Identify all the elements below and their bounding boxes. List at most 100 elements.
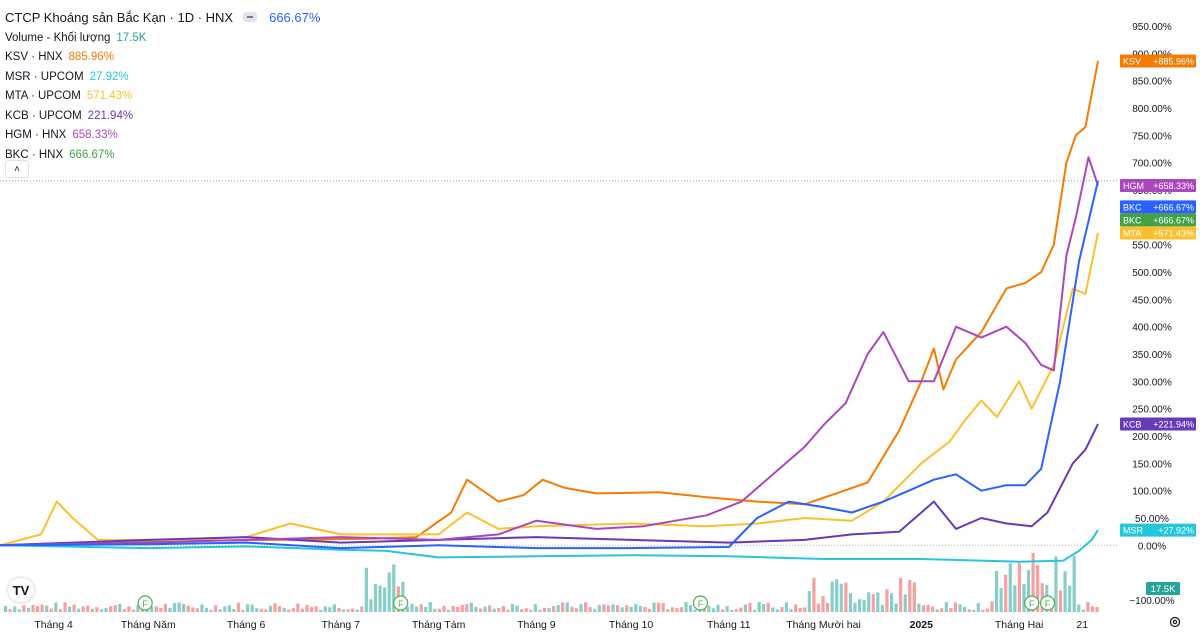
volume-bar xyxy=(63,602,67,612)
legend-symbol: MSR · UPCOM xyxy=(5,70,84,83)
volume-bar xyxy=(77,608,81,612)
gear-icon[interactable] xyxy=(1168,615,1182,629)
volume-bar xyxy=(17,609,21,612)
volume-bar xyxy=(95,607,99,612)
price-label-symbol: MSR xyxy=(1123,526,1144,536)
volume-bar xyxy=(90,608,94,612)
volume-bar xyxy=(159,607,163,612)
volume-bar xyxy=(255,608,259,612)
x-tick-label: Tháng Hai xyxy=(995,619,1043,631)
x-tick-label: Tháng Mười hai xyxy=(786,619,861,631)
volume-bar xyxy=(524,608,528,612)
volume-bar xyxy=(652,602,656,612)
volume-bar xyxy=(739,607,743,612)
legend-row-1[interactable]: MSR · UPCOM 27.92% xyxy=(5,67,320,87)
volume-bar xyxy=(762,603,766,612)
x-tick-label: 2025 xyxy=(910,619,934,631)
volume-label: Volume - Khối lượng xyxy=(5,31,111,44)
volume-bar xyxy=(49,608,53,612)
volume-bar xyxy=(1017,563,1021,612)
legend-row-4[interactable]: HGM · HNX 658.33% xyxy=(5,126,320,146)
hide-icon[interactable] xyxy=(243,12,258,22)
legend-row-5[interactable]: BKC · HNX 666.67% xyxy=(5,145,320,165)
volume-bar xyxy=(264,609,268,612)
volume-bar xyxy=(899,578,903,612)
volume-bar xyxy=(684,602,688,612)
price-label-symbol: KSV xyxy=(1123,57,1141,67)
volume-bar xyxy=(634,604,638,612)
volume-bar xyxy=(241,609,245,612)
volume-bar xyxy=(314,606,318,612)
x-tick-label: Tháng 6 xyxy=(227,619,266,631)
volume-bar xyxy=(172,603,177,612)
y-tick-label: 250.00% xyxy=(1132,405,1172,416)
volume-bar xyxy=(771,607,775,612)
volume-bar xyxy=(287,609,291,612)
price-label-bg xyxy=(1120,213,1196,227)
volume-bar xyxy=(200,604,204,612)
volume-bar xyxy=(136,604,140,612)
volume-bar xyxy=(392,564,396,612)
volume-bar xyxy=(794,604,798,612)
price-label-bg xyxy=(1120,200,1196,214)
price-label-bg xyxy=(1120,54,1196,68)
volume-bar xyxy=(625,605,629,612)
volume-bar xyxy=(469,602,473,612)
volume-bar xyxy=(296,603,300,612)
volume-bar xyxy=(835,579,839,612)
legend-value: 571.43% xyxy=(86,90,133,103)
volume-bar xyxy=(54,602,58,612)
volume-bar xyxy=(460,604,464,612)
y-tick-label: 850.00% xyxy=(1132,77,1172,88)
volume-bar xyxy=(1081,609,1085,612)
price-label-bg xyxy=(1120,226,1196,240)
y-tick-label: 450.00% xyxy=(1132,295,1172,306)
volume-bar xyxy=(597,605,601,612)
volume-bar xyxy=(707,605,711,612)
volume-bar xyxy=(643,606,647,612)
price-label-symbol: KCB xyxy=(1123,420,1142,430)
volume-bar xyxy=(506,609,510,612)
series-line-bkc xyxy=(0,180,1099,550)
y-tick-label: 350.00% xyxy=(1132,350,1172,361)
chevron-up-icon[interactable]: ˄ xyxy=(5,160,29,178)
x-tick-label: Tháng 11 xyxy=(707,619,751,631)
volume-bar xyxy=(889,593,894,612)
legend-row-2[interactable]: MTA · UPCOM 571.43% xyxy=(5,87,320,107)
volume-bar xyxy=(456,606,460,612)
tradingview-logo[interactable]: TV xyxy=(8,578,34,602)
volume-bar xyxy=(236,602,241,612)
volume-bar xyxy=(752,609,757,612)
legend-row-0[interactable]: KSV · HNX 885.96% xyxy=(5,48,320,68)
volume-bar xyxy=(552,606,556,612)
volume-bar xyxy=(1063,571,1067,612)
volume-bar xyxy=(730,609,734,612)
price-label-symbol: BKC xyxy=(1123,202,1142,212)
volume-bar xyxy=(949,608,953,612)
volume-bar xyxy=(588,607,592,612)
volume-bar xyxy=(1058,590,1063,612)
volume-bar xyxy=(670,607,674,612)
volume-bar xyxy=(1077,604,1081,612)
volume-bar xyxy=(903,594,907,612)
volume-bar xyxy=(31,604,35,612)
volume-bar xyxy=(351,608,355,612)
volume-bar xyxy=(867,592,871,612)
volume-bar xyxy=(565,602,569,612)
volume-bar xyxy=(935,609,939,612)
volume-bar xyxy=(871,594,875,612)
legend: CTCP Khoáng sản Bắc Kạn · 1D · HNX 666.6… xyxy=(5,6,320,165)
y-tick-label: 50.00% xyxy=(1135,514,1169,525)
volume-bar xyxy=(885,589,889,612)
volume-bar xyxy=(428,602,432,612)
volume-bar xyxy=(109,606,113,612)
series-line-msr xyxy=(0,529,1099,563)
legend-volume-row[interactable]: Volume - Khối lượng 17.5K xyxy=(5,28,320,48)
volume-bar xyxy=(433,608,437,612)
volume-bar xyxy=(209,609,213,612)
legend-row-3[interactable]: KCB · UPCOM 221.94% xyxy=(5,106,320,126)
volume-bar xyxy=(273,603,277,612)
chart-title: CTCP Khoáng sản Bắc Kạn · 1D · HNX xyxy=(5,9,234,25)
volume-bar xyxy=(926,604,930,612)
